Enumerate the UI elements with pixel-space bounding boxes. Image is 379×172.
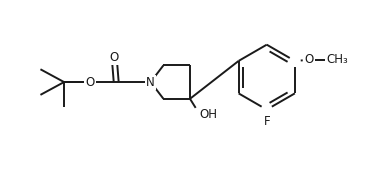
Text: O: O [304,53,313,66]
Text: CH₃: CH₃ [326,53,348,66]
Text: OH: OH [200,108,218,121]
Text: F: F [263,115,270,128]
Text: N: N [146,76,155,89]
Text: O: O [85,76,94,89]
Text: O: O [110,51,119,64]
